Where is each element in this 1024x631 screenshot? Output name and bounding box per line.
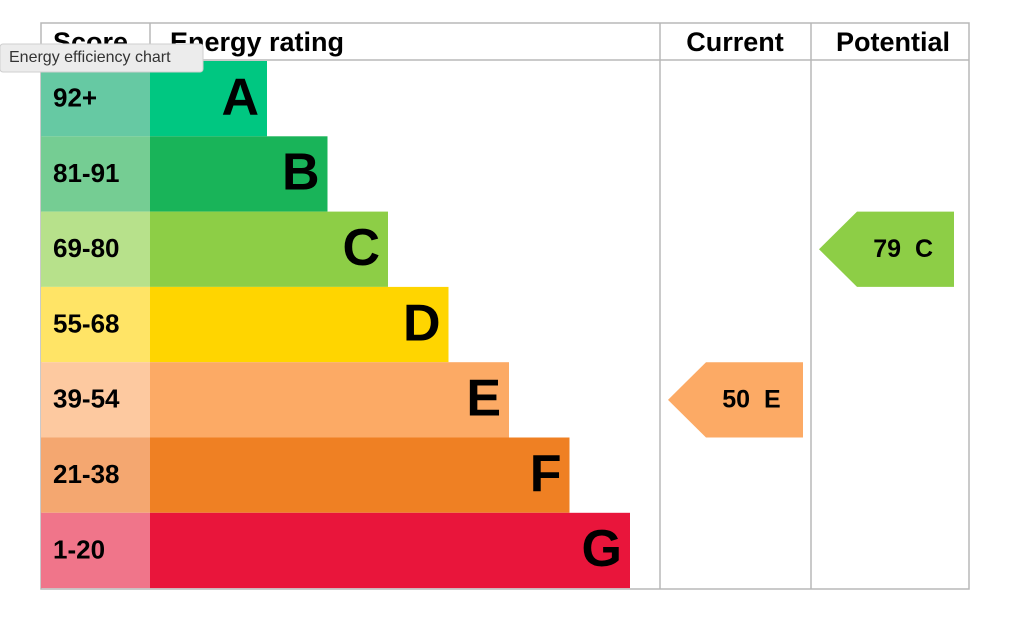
score-cell [41,286,150,363]
bands: 92+ A 81-91 B 69-80 C 55-68 D 39-54 E 21-38 F 1-20 G 5… [41,61,954,589]
score-cell [41,512,150,589]
score-range: 21-38 [53,459,120,489]
rating-bar [150,61,267,137]
score-range: 81-91 [53,158,120,188]
rating-letter: G [582,520,622,578]
tooltip-text: Energy efficiency chart [9,49,171,66]
rating-letter: F [530,445,562,503]
rating-bar [150,211,388,287]
current-arrow [668,362,803,438]
score-range: 1-20 [53,534,105,564]
header-current: Current [686,27,784,57]
current-value: 50 [722,385,750,413]
score-cell [41,437,150,513]
rating-letter: A [221,68,259,126]
score-range: 69-80 [53,233,120,263]
tooltip: Energy efficiency chart [0,43,204,73]
header-potential: Potential [836,27,950,57]
rating-bar [150,362,509,438]
rating-letter: E [466,370,501,428]
score-cell [41,61,150,137]
score-cell [41,211,150,287]
score-range: 92+ [53,83,97,113]
tooltip-box [0,43,204,73]
potential-arrow [819,211,954,287]
score-range: 55-68 [53,308,120,338]
rating-letter: C [342,219,380,277]
potential-letter: C [915,235,933,263]
score-range: 39-54 [53,384,120,414]
rating-bar [150,512,630,589]
rating-bar [150,136,328,212]
potential-value: 79 [873,235,901,263]
current-letter: E [764,385,781,413]
score-cell [41,362,150,438]
score-cell [41,136,150,212]
rating-letter: D [403,294,441,352]
rating-bar [150,437,570,513]
rating-bar [150,286,449,363]
rating-letter: B [282,144,320,202]
